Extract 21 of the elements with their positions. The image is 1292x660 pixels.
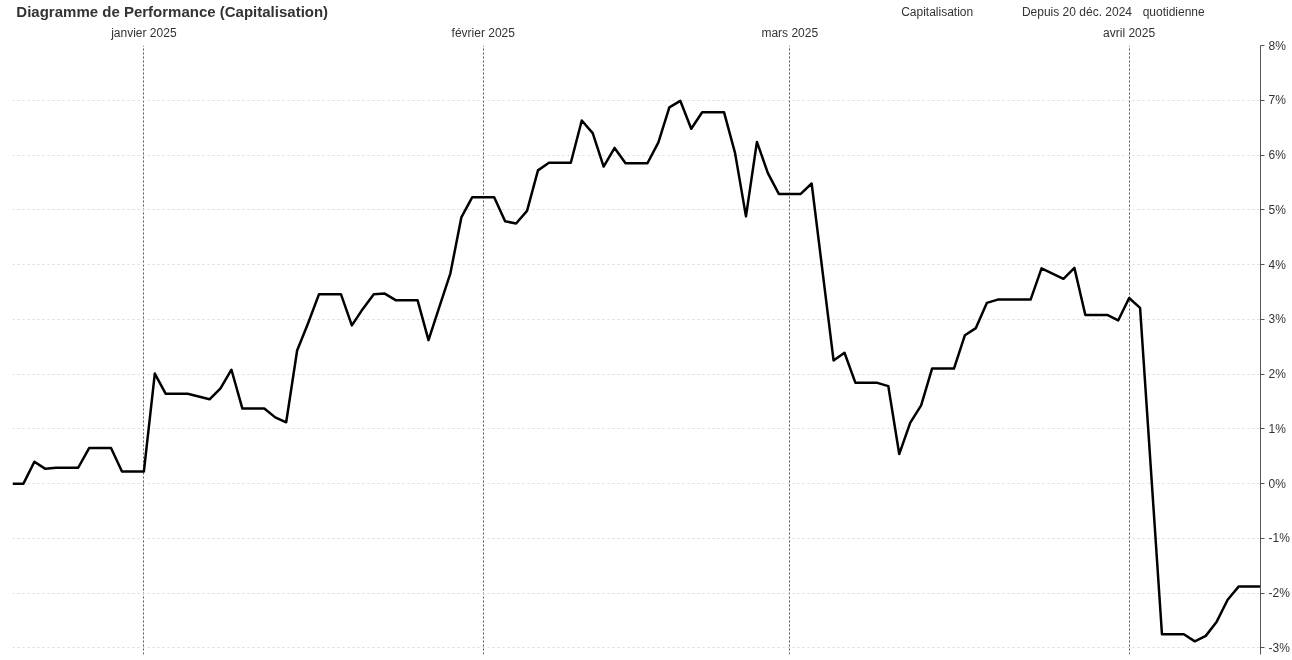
- text: Capitalisation: [901, 4, 974, 19]
- text: quotidienne: [1142, 4, 1206, 19]
- y-tick-label: 0%: [1268, 476, 1287, 491]
- x-tick-label: février 2025: [451, 25, 516, 40]
- line-series: [12, 99, 1261, 643]
- y-tick-label: 6%: [1268, 148, 1287, 163]
- y-tick-label: 7%: [1268, 93, 1287, 108]
- y-tick-label: 8%: [1268, 38, 1287, 53]
- y-tick-label: 1%: [1268, 421, 1287, 436]
- y-tick-label: -2%: [1268, 586, 1291, 601]
- text: Depuis 20 déc. 2024: [1021, 4, 1133, 19]
- y-tick-label: -1%: [1268, 531, 1291, 546]
- y-tick-label: 2%: [1268, 367, 1287, 382]
- chart-title: Diagramme de Performance (Capitalisation): [16, 3, 329, 20]
- x-tick-label: janvier 2025: [110, 25, 177, 40]
- x-tick-label: mars 2025: [761, 25, 819, 40]
- y-tick-label: -3%: [1268, 640, 1291, 655]
- y-tick-label: 3%: [1268, 312, 1287, 327]
- x-tick-label: avril 2025: [1103, 25, 1156, 40]
- y-tick-label: 4%: [1268, 257, 1287, 272]
- y-tick-label: 5%: [1268, 202, 1287, 217]
